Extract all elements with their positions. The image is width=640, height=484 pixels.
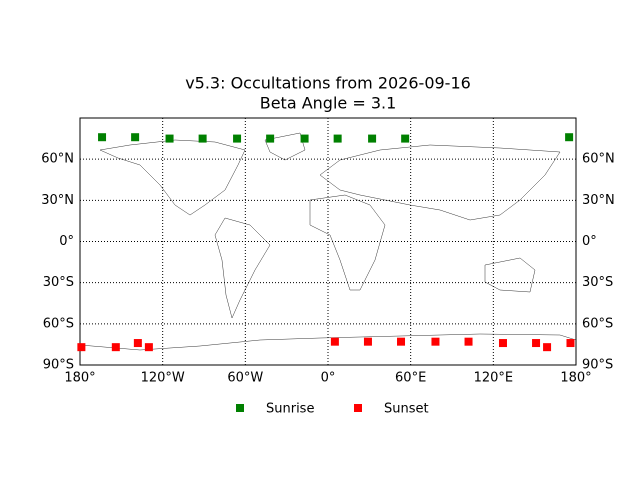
marker bbox=[233, 134, 242, 143]
y-tick-label: 30°S bbox=[43, 275, 74, 290]
y-tick-label-right: 90°S bbox=[582, 358, 613, 373]
x-tick-label: 0° bbox=[321, 371, 336, 386]
marker bbox=[77, 343, 86, 352]
marker bbox=[397, 337, 406, 346]
marker bbox=[498, 339, 507, 348]
marker bbox=[431, 337, 440, 346]
marker bbox=[165, 134, 174, 143]
x-tick-label: 60°E bbox=[395, 371, 426, 386]
legend-marker bbox=[354, 404, 362, 412]
chart-title: v5.3: Occultations from 2026-09-16 bbox=[185, 74, 471, 93]
y-tick-label: 60°S bbox=[43, 316, 74, 331]
marker bbox=[131, 133, 140, 142]
marker bbox=[198, 134, 207, 143]
y-tick-label-right: 60°N bbox=[582, 152, 615, 167]
chart-subtitle: Beta Angle = 3.1 bbox=[260, 94, 397, 113]
x-tick-label: 120°E bbox=[474, 371, 514, 386]
marker bbox=[144, 343, 153, 352]
marker bbox=[532, 339, 541, 348]
legend-label: Sunrise bbox=[266, 402, 314, 417]
y-tick-label-right: 30°S bbox=[582, 275, 613, 290]
marker bbox=[464, 337, 473, 346]
marker bbox=[330, 337, 339, 346]
x-tick-label: 120°W bbox=[141, 371, 185, 386]
marker bbox=[401, 134, 410, 143]
marker bbox=[333, 134, 342, 143]
y-tick-label-right: 30°N bbox=[582, 193, 615, 208]
marker bbox=[300, 134, 309, 143]
marker bbox=[543, 343, 552, 352]
legend-marker bbox=[236, 404, 244, 412]
y-tick-label: 30°N bbox=[41, 193, 74, 208]
map bbox=[79, 132, 577, 351]
legend-label: Sunset bbox=[384, 402, 429, 417]
y-tick-label: 60°N bbox=[41, 152, 74, 167]
marker bbox=[566, 339, 575, 348]
marker bbox=[98, 133, 107, 142]
marker bbox=[266, 134, 275, 143]
y-tick-label-right: 60°S bbox=[582, 316, 613, 331]
marker bbox=[363, 337, 372, 346]
marker bbox=[368, 134, 377, 143]
marker bbox=[565, 133, 574, 142]
y-tick-label: 90°S bbox=[43, 358, 74, 373]
y-tick-label-right: 0° bbox=[582, 234, 597, 249]
x-tick-label: 180° bbox=[64, 371, 95, 386]
y-tick-label: 0° bbox=[59, 234, 74, 249]
marker bbox=[133, 339, 142, 348]
marker bbox=[111, 343, 120, 352]
x-tick-label: 60°W bbox=[227, 371, 263, 386]
x-tick-label: 180° bbox=[560, 371, 591, 386]
